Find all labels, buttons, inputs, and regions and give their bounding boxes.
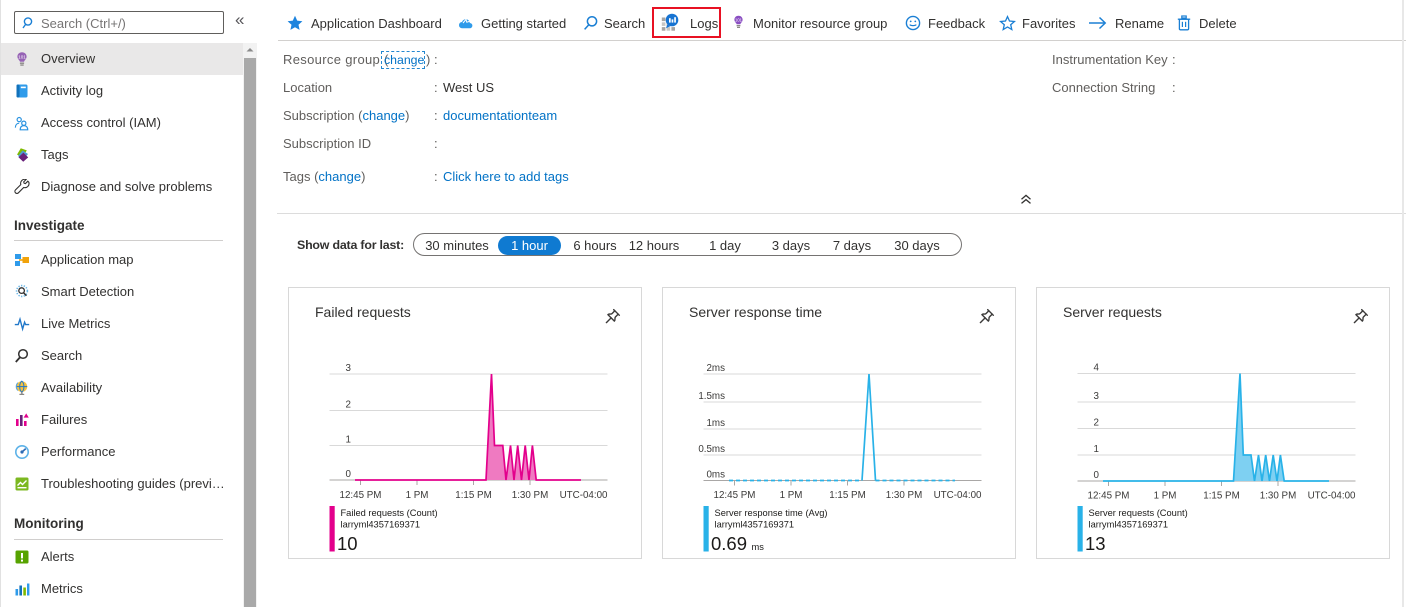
svg-text:13: 13: [1085, 533, 1106, 554]
svg-text:101: 101: [735, 18, 743, 23]
svg-text:4: 4: [1094, 363, 1100, 374]
svg-text:0ms: 0ms: [706, 470, 725, 481]
svg-text:10: 10: [337, 533, 358, 554]
svg-text:1ms: 1ms: [706, 418, 725, 429]
svg-text:1:15 PM: 1:15 PM: [1203, 491, 1240, 502]
svg-text:12:45 PM: 12:45 PM: [1088, 491, 1130, 502]
svg-text:1 PM: 1 PM: [1154, 491, 1177, 502]
svg-text:1:30 PM: 1:30 PM: [512, 490, 549, 501]
svg-text:Server requests (Count): Server requests (Count): [1089, 508, 1188, 518]
svg-text:101: 101: [18, 55, 26, 60]
svg-text:1 PM: 1 PM: [406, 490, 429, 501]
svg-text:1.5ms: 1.5ms: [698, 391, 725, 402]
svg-text:0.5ms: 0.5ms: [698, 444, 725, 455]
svg-text:1: 1: [346, 435, 351, 446]
svg-text:2ms: 2ms: [706, 363, 725, 374]
svg-text:UTC-04:00: UTC-04:00: [560, 490, 608, 501]
svg-text:3: 3: [346, 363, 352, 374]
svg-text:1:15 PM: 1:15 PM: [455, 490, 492, 501]
svg-text:1:30 PM: 1:30 PM: [886, 490, 923, 501]
svg-text:3: 3: [1094, 391, 1100, 402]
svg-text:Server response time (Avg): Server response time (Avg): [715, 508, 828, 518]
svg-text:UTC-04:00: UTC-04:00: [1308, 491, 1356, 502]
svg-text:UTC-04:00: UTC-04:00: [934, 490, 982, 501]
svg-text:12:45 PM: 12:45 PM: [714, 490, 756, 501]
svg-text:Failed requests (Count): Failed requests (Count): [341, 508, 438, 518]
svg-text:1:30 PM: 1:30 PM: [1260, 491, 1297, 502]
svg-text:larryml4357169371: larryml4357169371: [715, 520, 795, 530]
svg-text:ms: ms: [752, 542, 765, 552]
svg-text:0.69: 0.69: [711, 533, 747, 554]
svg-text:12:45 PM: 12:45 PM: [340, 490, 382, 501]
svg-text:0: 0: [346, 469, 352, 480]
svg-text:0: 0: [1094, 470, 1100, 481]
svg-text:2: 2: [1094, 418, 1099, 429]
svg-text:larryml4357169371: larryml4357169371: [1089, 520, 1169, 530]
svg-text:2: 2: [346, 400, 351, 411]
svg-text:1 PM: 1 PM: [780, 490, 803, 501]
svg-text:1:15 PM: 1:15 PM: [829, 490, 866, 501]
svg-text:larryml4357169371: larryml4357169371: [341, 520, 421, 530]
svg-text:1: 1: [1094, 444, 1099, 455]
